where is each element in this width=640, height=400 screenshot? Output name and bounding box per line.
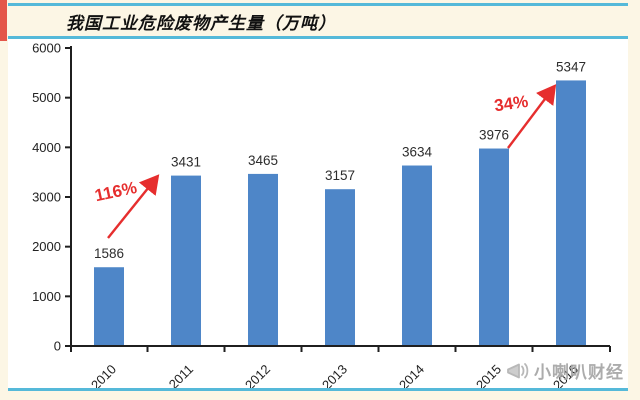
y-tick-label: 6000 [32, 41, 61, 56]
chart-title-bar: 我国工业危险废物产生量（万吨） [8, 3, 628, 39]
y-axis-ticks-group: 0 1000 2000 3000 4000 5000 6000 [32, 41, 71, 354]
title-accent-bar [0, 0, 7, 41]
chart-panel: 0 1000 2000 3000 4000 5000 6000 2010 2011 2012 20… [8, 39, 628, 391]
watermark: 小喇叭财经 [504, 357, 624, 384]
bar-value-label: 5347 [556, 59, 586, 74]
growth-label: 34% [493, 92, 529, 116]
bar-value-label: 3634 [402, 145, 433, 160]
watermark-text: 小喇叭财经 [534, 363, 624, 382]
bar-value-label: 1586 [94, 246, 124, 261]
y-tick-label: 1000 [32, 289, 61, 304]
bar-chart: 0 1000 2000 3000 4000 5000 6000 2010 2011 2012 20… [32, 41, 611, 388]
bar [171, 175, 201, 346]
y-tick-label: 5000 [32, 90, 61, 105]
bar-value-label: 3465 [248, 153, 278, 168]
bar-value-label: 3976 [479, 128, 509, 143]
x-tick-label: 2015 [473, 362, 504, 388]
bar [479, 148, 509, 346]
bar [248, 173, 278, 346]
x-tick-label: 2013 [319, 362, 350, 388]
x-tick-label: 2014 [396, 362, 427, 388]
y-tick-label: 4000 [32, 140, 61, 155]
value-labels-group: 1586 3431 3465 3157 3634 3976 5347 [94, 59, 586, 261]
x-tick-label: 2011 [166, 362, 196, 388]
bar [325, 189, 355, 346]
chart-title: 我国工业危险废物产生量（万吨） [66, 13, 336, 33]
growth-arrow [507, 84, 557, 149]
y-tick-label: 0 [54, 339, 61, 354]
bars-group [94, 80, 586, 346]
growth-arrow [107, 174, 160, 239]
megaphone-icon [507, 363, 529, 379]
bar [402, 165, 432, 346]
x-tick-label: 2012 [242, 362, 273, 388]
bar-value-label: 3157 [325, 168, 355, 183]
y-tick-label: 2000 [32, 239, 61, 254]
y-tick-label: 3000 [32, 190, 61, 205]
growth-label: 116% [93, 178, 139, 205]
bar [556, 80, 586, 346]
x-tick-label: 2010 [88, 362, 119, 388]
bar [94, 267, 124, 346]
bar-value-label: 3431 [171, 155, 201, 170]
